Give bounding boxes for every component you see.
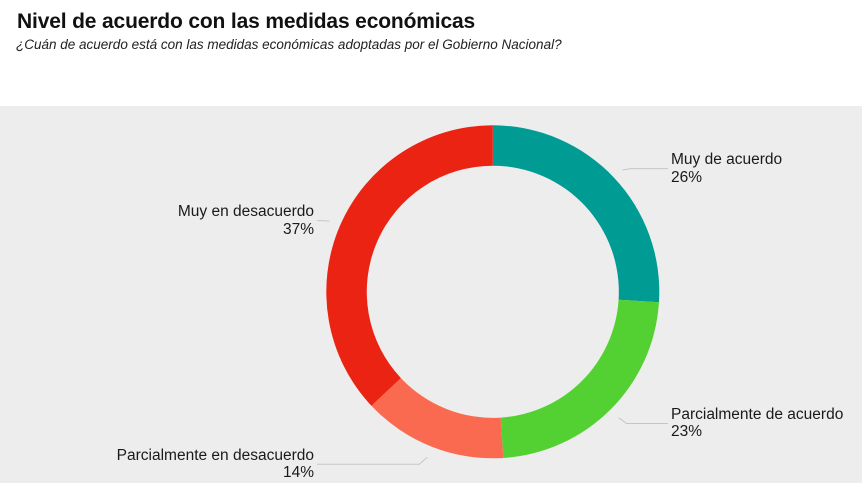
- slice-value-text: 23%: [671, 423, 703, 441]
- chart-subtitle: ¿Cuán de acuerdo está con las medidas ec…: [16, 37, 562, 52]
- slice-label-muy-de-acuerdo: Muy de acuerdo 26%: [671, 151, 782, 186]
- slice-label-parcialmente-en-desacuerdo: Parcialmente en desacuerdo 14%: [117, 447, 314, 482]
- label-connector-line: [618, 417, 668, 424]
- label-connector-line: [622, 168, 668, 171]
- slice-value-text: 26%: [671, 168, 703, 186]
- slice-label-text: Muy en desacuerdo: [177, 203, 314, 221]
- slice-value-text: 14%: [282, 464, 314, 482]
- slice-label-muy-en-desacuerdo: Muy en desacuerdo 37%: [178, 203, 314, 238]
- slice-label-text: Parcialmente en desacuerdo: [116, 447, 314, 464]
- slice-label-text: Muy de acuerdo: [671, 151, 783, 169]
- donut-slice-parcialmente-en-desacuerdo[interactable]: [371, 378, 504, 459]
- label-connector-line: [317, 456, 428, 465]
- donut-slice-muy-de-acuerdo[interactable]: [492, 125, 660, 303]
- donut-slice-muy-en-desacuerdo[interactable]: [326, 125, 493, 406]
- label-connector-line: [317, 220, 330, 222]
- donut-slice-parcialmente-de-acuerdo[interactable]: [500, 299, 659, 458]
- slice-label-parcialmente-de-acuerdo: Parcialmente de acuerdo 23%: [671, 406, 843, 441]
- slice-label-text: Parcialmente de acuerdo: [671, 406, 844, 424]
- chart-title: Nivel de acuerdo con las medidas económi…: [17, 9, 476, 33]
- slice-value-text: 37%: [282, 220, 314, 238]
